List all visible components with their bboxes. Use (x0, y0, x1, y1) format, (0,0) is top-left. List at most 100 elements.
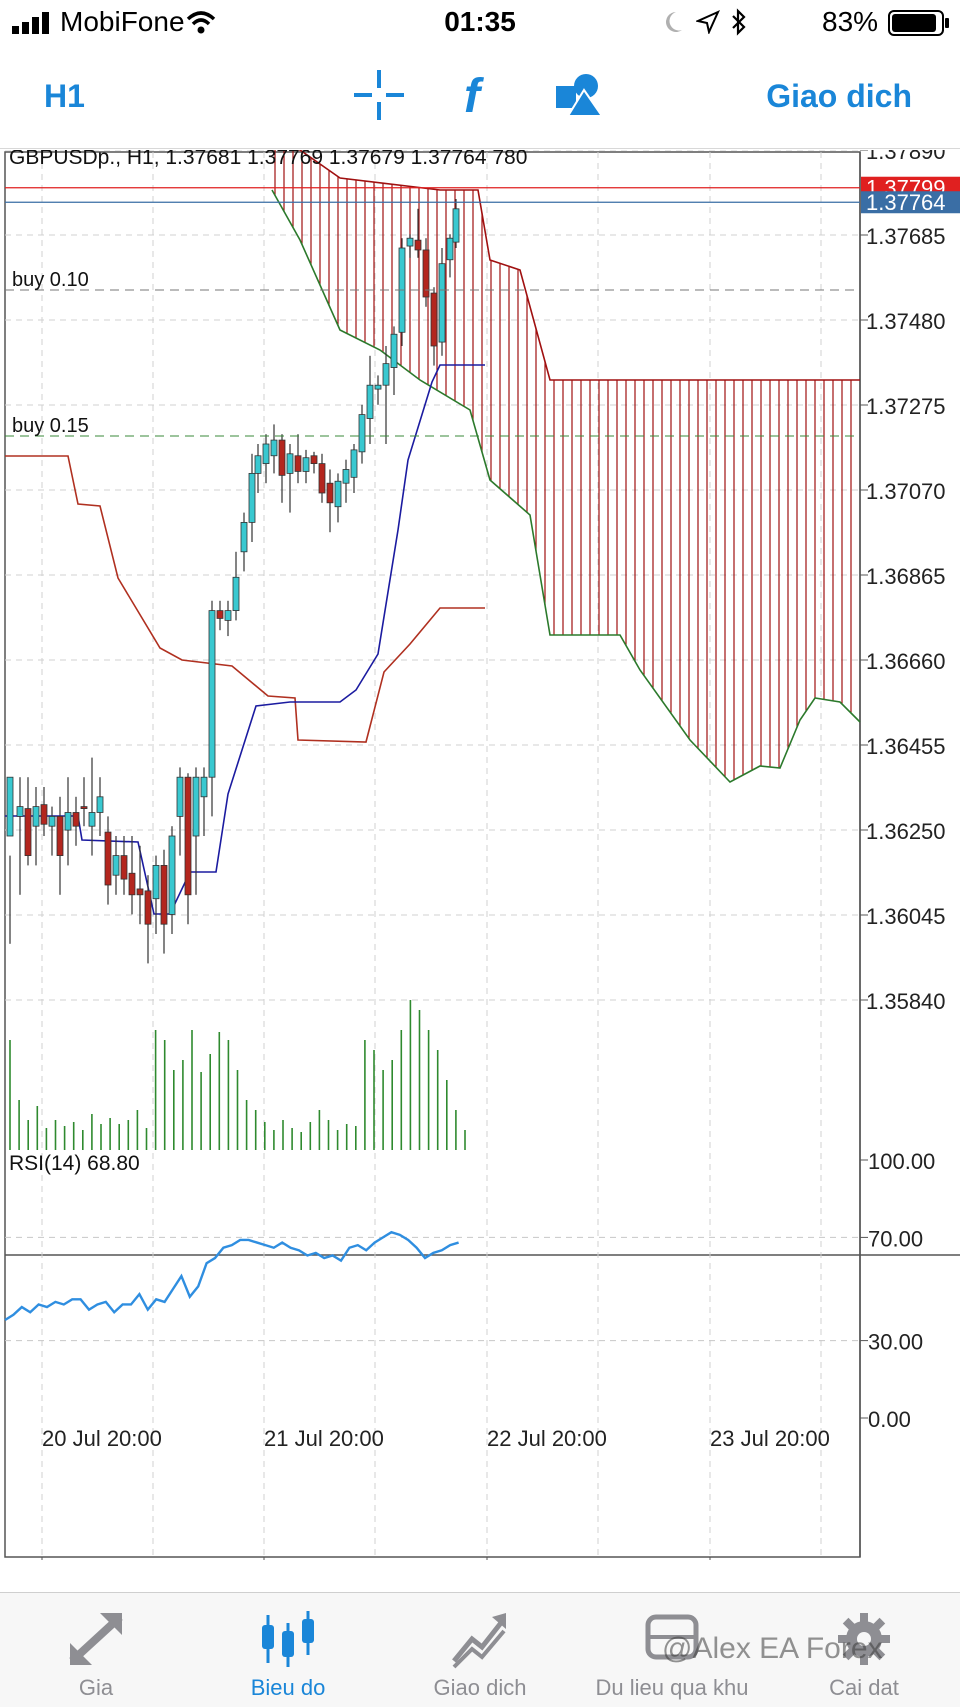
candle-bull (192, 776, 200, 837)
candle-bear (278, 439, 286, 476)
tab-giao-dich[interactable]: Giao dich (384, 1593, 576, 1707)
chart-canvas[interactable]: 100.00 70.00 30.00 0.00 RSI(14) 68.80 1.3789… (0, 139, 960, 1564)
tab-label: Giao dich (433, 1675, 527, 1700)
status-time: 01:35 (444, 6, 516, 37)
price-tick-label: 1.37890 (866, 150, 946, 164)
tab-label: Du lieu qua khu (595, 1675, 749, 1700)
candle-bull (358, 414, 366, 453)
tab-cai-dat[interactable]: Cai dat (768, 1593, 960, 1707)
candle-bear (136, 888, 144, 896)
timeframe-button[interactable]: H1 (44, 78, 85, 114)
price-tick-label: 1.37685 (866, 224, 946, 249)
candle-bear (318, 463, 326, 494)
senkou-span-b (271, 139, 860, 381)
candle-bull (208, 610, 216, 778)
date-label: 22 Jul 20:00 (487, 1426, 607, 1451)
candle-bear (128, 872, 136, 896)
candle-bear (422, 249, 430, 298)
price-tick-label: 1.36865 (866, 564, 946, 589)
candle-bull (168, 835, 176, 915)
candle-bull (176, 776, 184, 817)
candle-bull (224, 610, 232, 621)
battery-percent: 83% (822, 6, 879, 37)
crosshair-icon[interactable] (352, 68, 406, 122)
candle-bear (430, 292, 438, 347)
candle-bull (334, 480, 342, 508)
chart-frame (4, 151, 861, 1558)
location-arrow-icon (696, 10, 720, 34)
candle-bull (248, 472, 256, 523)
price-tag-bg (861, 191, 960, 214)
tab-bieu-do[interactable]: Bieu do (192, 1593, 384, 1707)
senkou-span-a (271, 189, 861, 783)
signal-bars-icon (12, 12, 49, 34)
candle-bull (32, 806, 40, 827)
price-tick-label: 1.36250 (866, 819, 946, 844)
candle-bear (72, 812, 80, 827)
date-label: 23 Jul 20:00 (710, 1426, 830, 1451)
candle-bull (48, 816, 56, 827)
candle-bear (56, 816, 64, 857)
candle-bull (446, 237, 454, 261)
candle-bear (144, 890, 152, 925)
date-label: 20 Jul 20:00 (42, 1426, 162, 1451)
tab-gia[interactable]: Gia (0, 1593, 192, 1707)
candle-bull (374, 384, 382, 390)
candle-bear (80, 806, 88, 809)
rsi-line (4, 1230, 459, 1321)
candle-bull (438, 263, 446, 343)
candle-bull (254, 455, 262, 474)
order-label: buy 0.15 (12, 415, 89, 437)
price-tick-label: 1.37070 (866, 479, 946, 504)
candle-bear (414, 239, 422, 251)
candle-bear (184, 776, 192, 896)
function-f-icon[interactable]: f (460, 66, 500, 126)
candle-bear (40, 804, 48, 825)
bluetooth-icon (732, 8, 746, 36)
price-tick-label: 1.36045 (866, 904, 946, 929)
candle-bull (286, 453, 294, 474)
rsi-tick-label: 100.00 (868, 1149, 935, 1174)
tab-du-lieu-qua-khu[interactable]: Du lieu qua khu (576, 1593, 768, 1707)
candle-bear (326, 482, 334, 504)
candle-bull (96, 796, 104, 813)
bottom-tab-bar: Gia Bieu do Giao dich Du lieu qua khu (0, 1592, 960, 1707)
candle-bear (160, 865, 168, 925)
shapes-icon[interactable] (554, 70, 604, 118)
battery-icon (888, 10, 949, 36)
history-icon (645, 1614, 699, 1660)
candle-bull (232, 576, 240, 611)
rsi-label: RSI(14) 68.80 (9, 1152, 140, 1175)
candlestick-chart-icon (262, 1611, 314, 1667)
price-tick-label: 1.37275 (866, 394, 946, 419)
date-label: 21 Jul 20:00 (264, 1426, 384, 1451)
candle-bull (382, 363, 390, 386)
candle-bull (152, 865, 160, 900)
candle-bear (294, 455, 302, 472)
candle-bear (120, 855, 128, 880)
tab-label: Bieu do (250, 1675, 326, 1700)
svg-text:f: f (464, 70, 484, 123)
candle-bull (88, 812, 96, 827)
quotes-arrows-icon (69, 1613, 123, 1665)
kijun-sen-line (5, 455, 485, 743)
candle-bull (64, 812, 72, 831)
rsi-tick-label: 70.00 (868, 1226, 923, 1251)
candle-bull (366, 384, 374, 419)
candle-bull (452, 208, 460, 243)
trade-chart-icon (452, 1613, 506, 1669)
symbol-info-line: GBPUSDp., H1, 1.37681 1.37769 1.37679 1.… (9, 150, 527, 169)
candle-bull (262, 443, 270, 465)
candle-bull (406, 237, 414, 247)
candle-bull (342, 469, 350, 484)
trade-button[interactable]: Giao dich (766, 78, 912, 114)
tenkan-sen-line (5, 364, 485, 915)
price-chart[interactable]: 100.00 70.00 30.00 0.00 RSI(14) 68.80 1.3789… (0, 139, 960, 1564)
candle-bull (112, 855, 120, 876)
candle-bear (216, 610, 224, 619)
rsi-tick-label: 30.00 (868, 1330, 923, 1355)
candle-bull (270, 439, 278, 457)
candle-bull (302, 457, 310, 472)
tab-label: Gia (78, 1675, 114, 1700)
candle-bull (390, 333, 398, 368)
